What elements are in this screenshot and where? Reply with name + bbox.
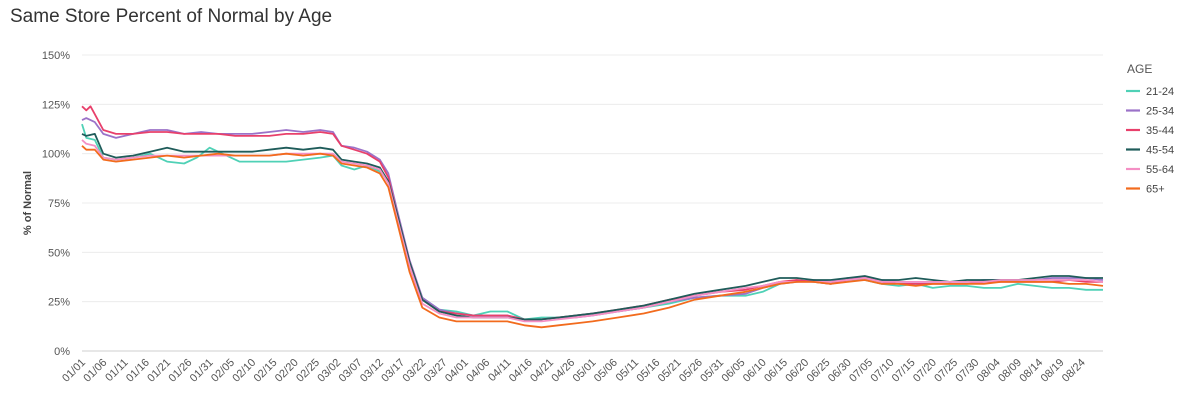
x-tick-label: 01/31 (188, 357, 216, 385)
x-tick-label: 06/10 (741, 357, 769, 385)
series-line-25-34 (81, 117, 1104, 321)
y-tick-label: 100% (42, 149, 70, 161)
x-tick-label: 05/31 (698, 357, 726, 385)
x-tick-label: 07/15 (890, 357, 918, 385)
legend-entry: 65+ (1146, 184, 1165, 196)
x-tick-label: 08/04 (975, 357, 1003, 385)
x-tick-label: 06/05 (720, 357, 748, 385)
x-tick-label: 02/20 (273, 357, 301, 385)
y-tick-label: 50% (48, 247, 70, 259)
legend-entry: 35-44 (1146, 125, 1174, 137)
y-tick-label: 125% (42, 99, 70, 111)
y-axis-label: % of Normal (22, 171, 34, 235)
legend-entry: 45-54 (1146, 145, 1174, 157)
x-tick-label: 08/14 (1017, 357, 1045, 385)
x-tick-label: 03/12 (358, 357, 386, 385)
x-tick-label: 03/02 (315, 357, 343, 385)
legend-entry: 55-64 (1146, 164, 1174, 176)
chart-title: Same Store Percent of Normal by Age (10, 6, 333, 27)
x-tick-label: 03/17 (379, 357, 407, 385)
series-line-35-44 (81, 105, 1103, 321)
x-tick-label: 06/25 (805, 357, 833, 385)
y-tick-label: 0% (54, 346, 70, 358)
x-tick-label: 06/15 (762, 357, 790, 385)
x-tick-label: 07/30 (954, 357, 982, 385)
x-tick-label: 01/26 (167, 357, 195, 385)
x-tick-label: 03/27 (422, 357, 450, 385)
x-tick-label: 06/30 (826, 357, 854, 385)
x-tick-label: 05/01 (571, 357, 599, 385)
x-tick-label: 07/20 (911, 357, 939, 385)
x-tick-label: 08/19 (1039, 357, 1067, 385)
series-line-55-64 (81, 139, 1104, 323)
series-line-65+ (81, 145, 1104, 329)
y-tick-label: 75% (48, 198, 70, 210)
x-tick-label: 08/09 (996, 357, 1024, 385)
x-tick-label: 04/21 (528, 357, 556, 385)
x-tick-label: 08/24 (1060, 357, 1088, 385)
x-tick-label: 04/16 (507, 357, 535, 385)
x-tick-label: 01/06 (81, 357, 109, 385)
series-line-45-54 (81, 133, 1103, 321)
x-tick-label: 02/25 (294, 357, 322, 385)
x-tick-label: 01/01 (60, 357, 88, 385)
x-tick-label: 05/26 (677, 357, 705, 385)
x-tick-label: 04/06 (464, 357, 492, 385)
x-tick-label: 07/25 (932, 357, 960, 385)
y-tick-label: 25% (48, 297, 70, 309)
x-tick-label: 06/20 (783, 357, 811, 385)
x-tick-label: 02/05 (209, 357, 237, 385)
x-tick-label: 02/10 (230, 357, 258, 385)
y-tick-label: 150% (42, 50, 70, 62)
x-tick-label: 04/01 (443, 357, 471, 385)
x-tick-label: 03/07 (337, 357, 365, 385)
x-tick-label: 05/16 (634, 357, 662, 385)
x-tick-label: 01/21 (145, 357, 173, 385)
legend-entry: 25-34 (1146, 106, 1174, 118)
legend-entry: 21-24 (1146, 86, 1174, 98)
x-tick-label: 03/22 (401, 357, 429, 385)
x-tick-label: 05/06 (592, 357, 620, 385)
x-tick-label: 07/05 (847, 357, 875, 385)
legend-title: AGE (1127, 62, 1152, 76)
x-tick-label: 07/10 (868, 357, 896, 385)
x-tick-label: 02/15 (252, 357, 280, 385)
x-tick-label: 04/26 (549, 357, 577, 385)
x-tick-label: 01/16 (124, 357, 152, 385)
x-tick-label: 05/21 (656, 357, 684, 385)
